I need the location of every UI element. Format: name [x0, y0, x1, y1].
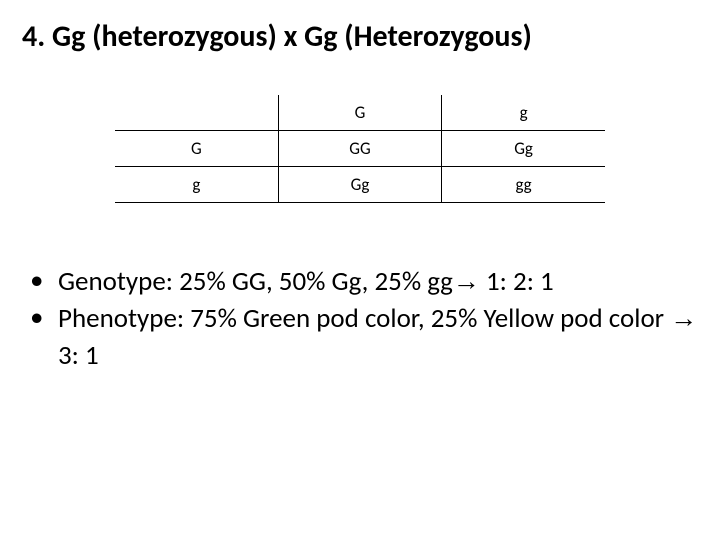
left-allele-1: G [115, 131, 278, 167]
phenotype-ratio: 3: 1 [58, 339, 99, 372]
bullet-dot-icon: • [30, 263, 58, 300]
page-title: 4. Gg (heterozygous) x Gg (Heterozygous) [22, 18, 698, 55]
genotype-bullet: • Genotype: 25% GG, 50% Gg, 25% gg→ 1: 2… [30, 263, 698, 300]
cell-1-1: gg [442, 167, 605, 203]
bullet-list: • Genotype: 25% GG, 50% Gg, 25% gg→ 1: 2… [22, 263, 698, 374]
cell-0-1: Gg [442, 131, 605, 167]
cell-1-0: Gg [278, 167, 441, 203]
arrow-icon: → [670, 303, 697, 333]
phenotype-text: Phenotype: 75% Green pod color, 25% Yell… [58, 302, 670, 335]
top-allele-2: g [442, 95, 605, 131]
punnett-corner [115, 95, 278, 131]
left-allele-2: g [115, 167, 278, 203]
bullet-dot-icon: • [30, 300, 58, 374]
arrow-icon: → [453, 266, 480, 296]
punnett-square: G g G GG Gg g Gg gg [22, 95, 698, 203]
phenotype-bullet: • Phenotype: 75% Green pod color, 25% Ye… [30, 300, 698, 374]
genotype-ratio: 1: 2: 1 [480, 265, 554, 298]
top-allele-1: G [278, 95, 441, 131]
cell-0-0: GG [278, 131, 441, 167]
genotype-text: Genotype: 25% GG, 50% Gg, 25% gg [58, 265, 453, 298]
punnett-table: G g G GG Gg g Gg gg [115, 95, 605, 203]
